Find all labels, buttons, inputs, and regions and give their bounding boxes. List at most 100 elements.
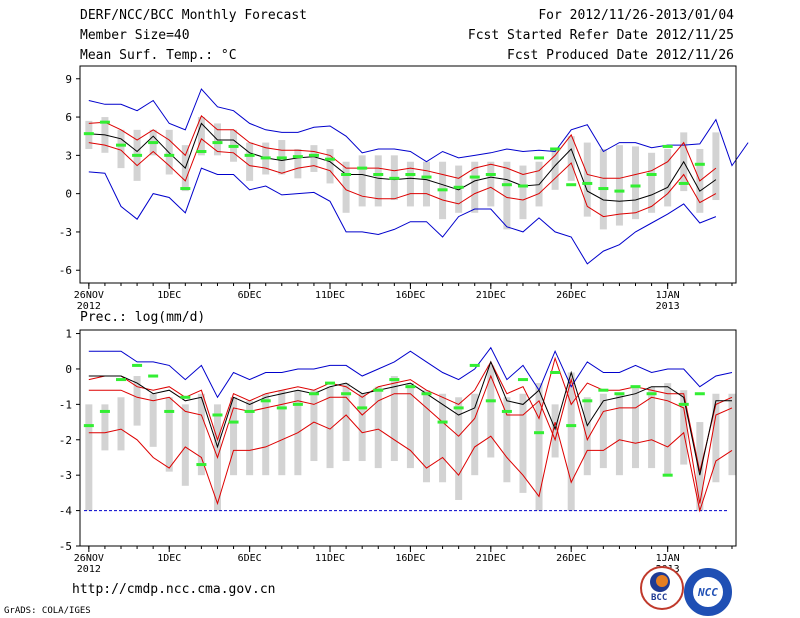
temp-box bbox=[358, 155, 366, 207]
precip-ensemble-mark bbox=[228, 420, 239, 424]
temp-ensemble-mark bbox=[534, 156, 545, 160]
temp-y-tick-label: -6 bbox=[59, 264, 72, 277]
temp-y-tick-label: 9 bbox=[65, 73, 72, 86]
precip-ensemble-mark bbox=[212, 413, 223, 417]
precip-x-tick-label: 21DEC bbox=[476, 553, 506, 564]
temp-max-line bbox=[88, 88, 749, 167]
precip-ensemble-mark bbox=[646, 392, 657, 396]
precip-x-tick-label: 26NOV bbox=[74, 553, 104, 564]
precip-ensemble-mark bbox=[550, 370, 561, 374]
temp-x-tick-label: 6DEC bbox=[238, 290, 262, 301]
temp-x-tick-label: 1JAN bbox=[656, 290, 680, 301]
temp-ensemble-mark bbox=[453, 185, 464, 189]
precip-mean-line bbox=[88, 360, 732, 476]
temp-x-tick-label: 26NOV bbox=[74, 290, 104, 301]
precip-y-tick-label: -2 bbox=[59, 434, 72, 447]
precip-box bbox=[149, 393, 157, 447]
temp-ensemble-mark bbox=[148, 141, 159, 145]
temp-x-tick-label: 1DEC bbox=[157, 290, 181, 301]
precip-box bbox=[632, 386, 640, 469]
precip-ensemble-mark bbox=[148, 374, 159, 378]
precip-box bbox=[487, 365, 495, 458]
temp-x-tick-label: 11DEC bbox=[315, 290, 345, 301]
precip-box bbox=[197, 393, 205, 476]
precip-box bbox=[85, 404, 93, 511]
precip-box bbox=[551, 404, 559, 458]
precip-ensemble-mark bbox=[325, 381, 336, 385]
temp-lower-line bbox=[88, 137, 717, 218]
temp-box bbox=[615, 145, 623, 226]
temp-ensemble-mark bbox=[260, 156, 271, 160]
temp-box bbox=[487, 161, 495, 207]
precip-box bbox=[471, 393, 479, 476]
temp-min-line bbox=[88, 167, 717, 265]
temp-box bbox=[567, 136, 575, 181]
precip-ensemble-mark bbox=[180, 395, 191, 399]
precip-ensemble-mark bbox=[405, 385, 416, 389]
temp-box bbox=[246, 142, 254, 181]
precip-ensemble-mark bbox=[132, 363, 143, 367]
temp-ensemble-mark bbox=[485, 173, 496, 176]
precip-box bbox=[278, 390, 286, 476]
bcc-logo: BCC bbox=[640, 566, 684, 610]
temp-ensemble-mark bbox=[357, 166, 368, 170]
precip-x-tick-label: 26DEC bbox=[556, 553, 586, 564]
precip-ensemble-mark bbox=[501, 409, 512, 413]
temp-x-tick-label: 16DEC bbox=[395, 290, 425, 301]
temp-box bbox=[471, 161, 479, 213]
precip-ensemble-mark bbox=[116, 378, 126, 382]
precip-ensemble-mark bbox=[485, 399, 496, 403]
precip-ensemble-mark bbox=[292, 402, 303, 406]
source-url[interactable]: http://cmdp.ncc.cma.gov.cn bbox=[72, 582, 276, 597]
precip-box bbox=[181, 404, 189, 486]
precip-box bbox=[535, 383, 543, 511]
temp-ensemble-mark bbox=[308, 153, 319, 157]
precip-min-line bbox=[88, 414, 733, 513]
precip-max-line bbox=[88, 346, 733, 399]
temp-ensemble-mark bbox=[405, 173, 416, 176]
precip-x-tick-label: 11DEC bbox=[315, 553, 345, 564]
temp-ensemble-mark bbox=[437, 188, 448, 192]
precip-box bbox=[246, 400, 254, 476]
precip-box bbox=[326, 386, 334, 469]
temp-ensemble-mark bbox=[630, 184, 641, 188]
precip-ensemble-mark bbox=[260, 399, 271, 403]
temp-box bbox=[197, 117, 205, 156]
precip-y-tick-label: -4 bbox=[59, 505, 73, 518]
precip-ensemble-mark bbox=[341, 392, 352, 396]
temp-ensemble-mark bbox=[276, 156, 287, 160]
temp-ensemble-mark bbox=[212, 141, 223, 145]
precip-box bbox=[599, 393, 607, 469]
precip-ensemble-mark bbox=[164, 409, 175, 413]
temp-ensemble-mark bbox=[646, 173, 657, 176]
temp-x-tick-year: 2013 bbox=[656, 301, 680, 312]
precip-y-tick-label: -3 bbox=[59, 469, 72, 482]
precip-ensemble-mark bbox=[630, 385, 641, 389]
precip-y-tick-label: -5 bbox=[59, 540, 72, 553]
temp-y-tick-label: 3 bbox=[65, 149, 72, 162]
temp-x-tick-label: 21DEC bbox=[476, 290, 506, 301]
temp-box bbox=[374, 155, 382, 207]
precip-box bbox=[133, 376, 141, 426]
precip-box bbox=[583, 397, 591, 476]
temp-x-tick-label: 26DEC bbox=[556, 290, 586, 301]
precip-box bbox=[439, 393, 447, 483]
precip-ensemble-mark bbox=[614, 392, 625, 396]
precip-box bbox=[503, 397, 511, 483]
temp-ensemble-mark bbox=[598, 187, 609, 191]
precip-x-tick-label: 1DEC bbox=[157, 553, 181, 564]
temp-box bbox=[455, 165, 463, 213]
precip-box bbox=[342, 383, 350, 462]
precip-lower-line bbox=[88, 374, 733, 504]
precip-plot-frame bbox=[79, 329, 737, 547]
precip-ensemble-mark bbox=[598, 388, 609, 392]
ncc-logo: NCC bbox=[684, 568, 732, 616]
precip-ensemble-mark bbox=[582, 399, 593, 403]
precip-box bbox=[374, 386, 382, 469]
temp-ensemble-mark bbox=[678, 181, 689, 185]
precip-ensemble-mark bbox=[99, 409, 110, 413]
precip-box bbox=[648, 386, 656, 469]
precip-ensemble-mark bbox=[678, 402, 689, 406]
grads-credit: GrADS: COLA/IGES bbox=[4, 606, 91, 616]
